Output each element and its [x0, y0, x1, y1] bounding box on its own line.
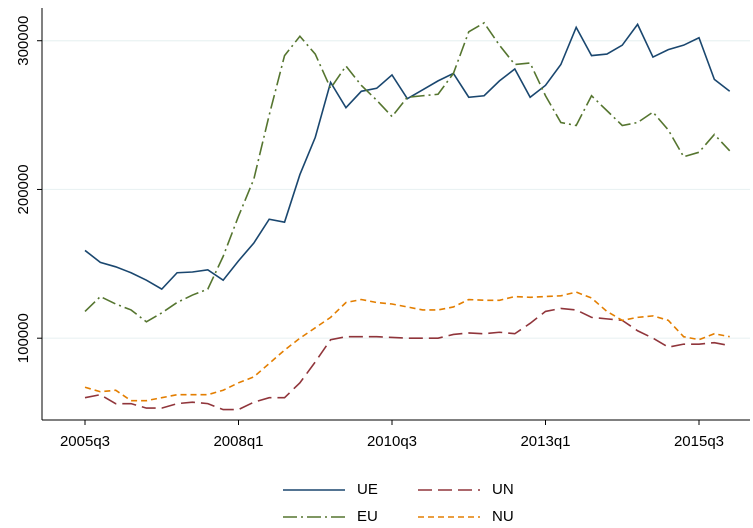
- x-tick-label: 2005q3: [60, 433, 110, 450]
- series-line: [84, 21, 731, 323]
- y-tick-label: 300000: [15, 16, 32, 66]
- series-line: [84, 291, 730, 402]
- x-tick-label: 2015q3: [674, 433, 724, 450]
- legend-label: EU: [357, 508, 378, 525]
- x-tick-label: 2008q1: [213, 433, 263, 450]
- x-tick-label: 2013q1: [520, 433, 570, 450]
- legend-label: UN: [492, 481, 514, 498]
- y-tick-label: 100000: [15, 313, 32, 363]
- series-line: [84, 22, 731, 291]
- y-tick-label: 200000: [15, 164, 32, 214]
- x-tick-label: 2010q3: [367, 433, 417, 450]
- legend-label: UE: [357, 481, 378, 498]
- legend-label: NU: [492, 508, 514, 525]
